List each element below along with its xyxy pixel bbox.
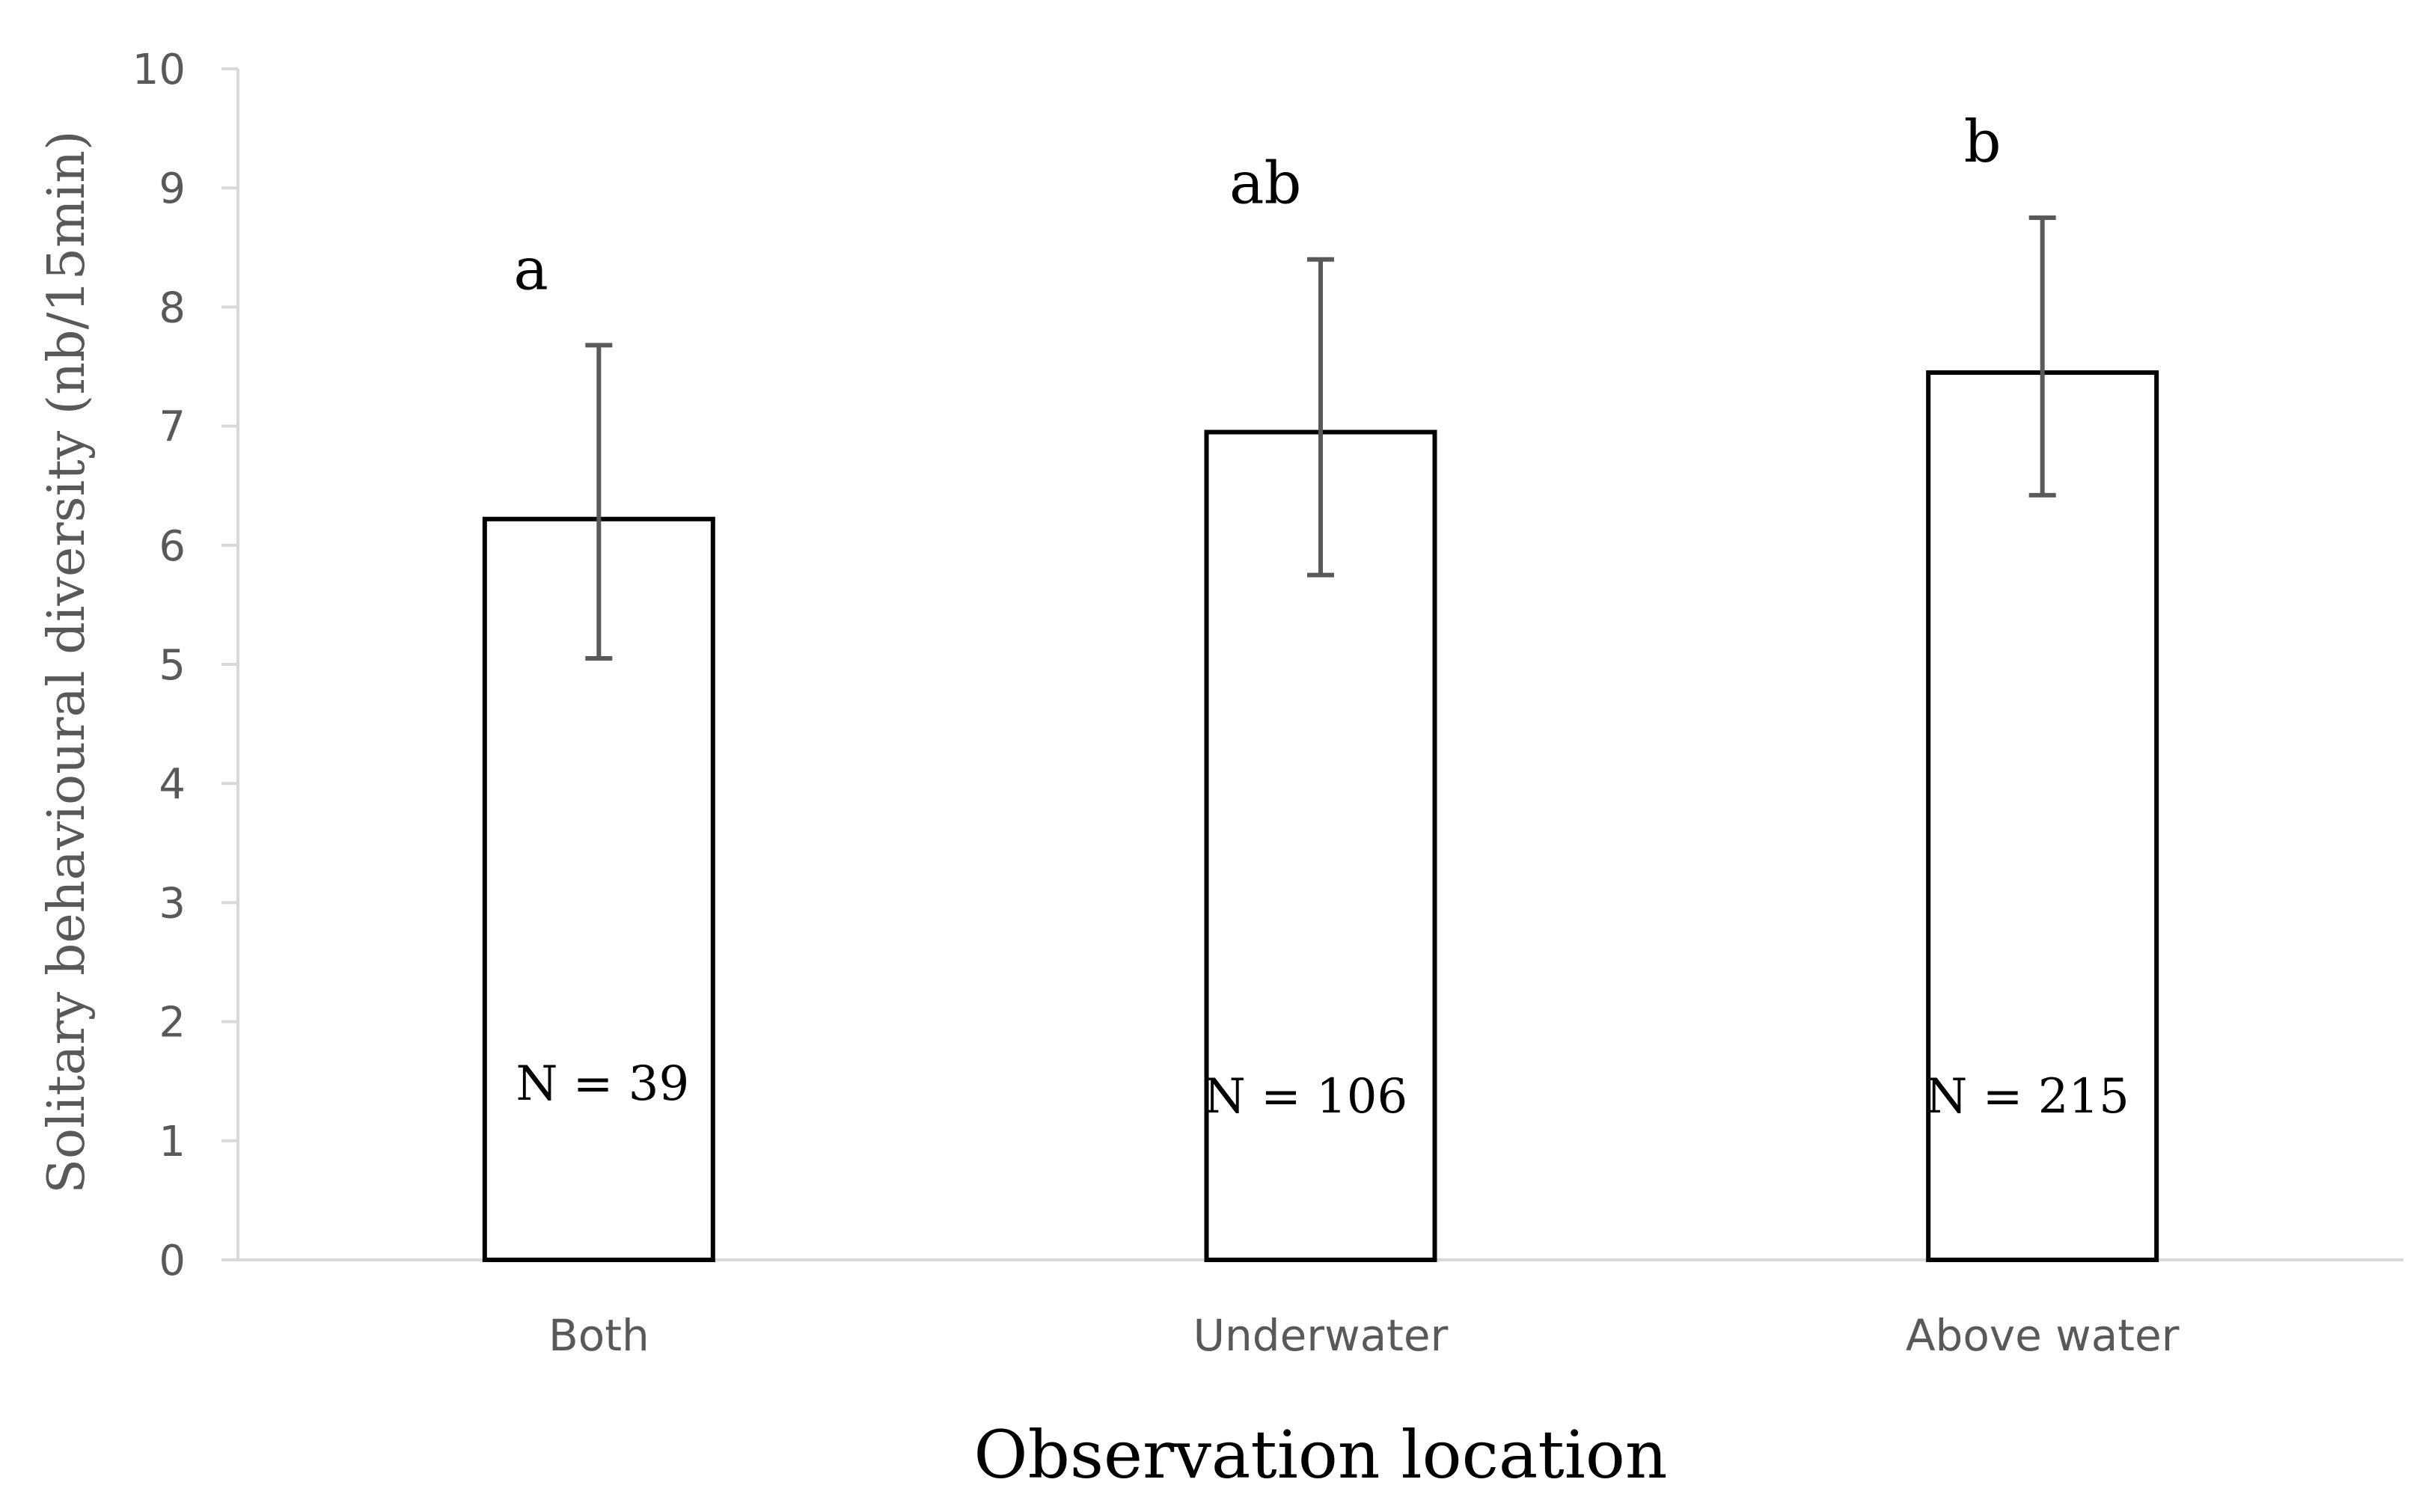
- y-tick-label: 4: [159, 760, 186, 809]
- n-label: N = 106: [1204, 1069, 1407, 1124]
- bar: [1926, 370, 2159, 1263]
- y-tick-label: 3: [159, 879, 186, 928]
- n-label: N = 215: [1925, 1069, 2129, 1124]
- bars: [482, 370, 2159, 1263]
- y-tick-label: 1: [159, 1118, 186, 1166]
- y-tick-label: 5: [159, 641, 186, 690]
- annotations: a N = 39 ab N = 106 b N = 215: [513, 108, 2129, 1124]
- y-tick-label: 8: [159, 284, 186, 332]
- y-axis-title: Solitary behavioural diversity (nb/15min…: [37, 130, 97, 1193]
- y-tick-label: 6: [159, 522, 186, 571]
- y-tick-label: 2: [159, 999, 186, 1047]
- y-tick-label: 7: [159, 403, 186, 452]
- n-label: N = 39: [516, 1056, 689, 1112]
- x-axis-title: Observation location: [973, 1416, 1667, 1493]
- x-axis: Both Underwater Above water: [238, 1258, 2403, 1361]
- error-bars: [585, 215, 2056, 661]
- y-tick-label: 0: [159, 1237, 186, 1285]
- y-tick-label: 10: [132, 46, 186, 94]
- significance-label: ab: [1229, 150, 1301, 218]
- y-tick-label: 9: [159, 165, 186, 213]
- significance-label: a: [513, 236, 548, 303]
- x-tick-label: Both: [548, 1310, 649, 1361]
- y-axis: 0 1 2 3 4 5 6 7 8 9 10: [132, 46, 239, 1285]
- significance-label: b: [1964, 108, 2002, 176]
- x-tick-label: Underwater: [1193, 1310, 1449, 1361]
- x-tick-label: Above water: [1906, 1310, 2180, 1361]
